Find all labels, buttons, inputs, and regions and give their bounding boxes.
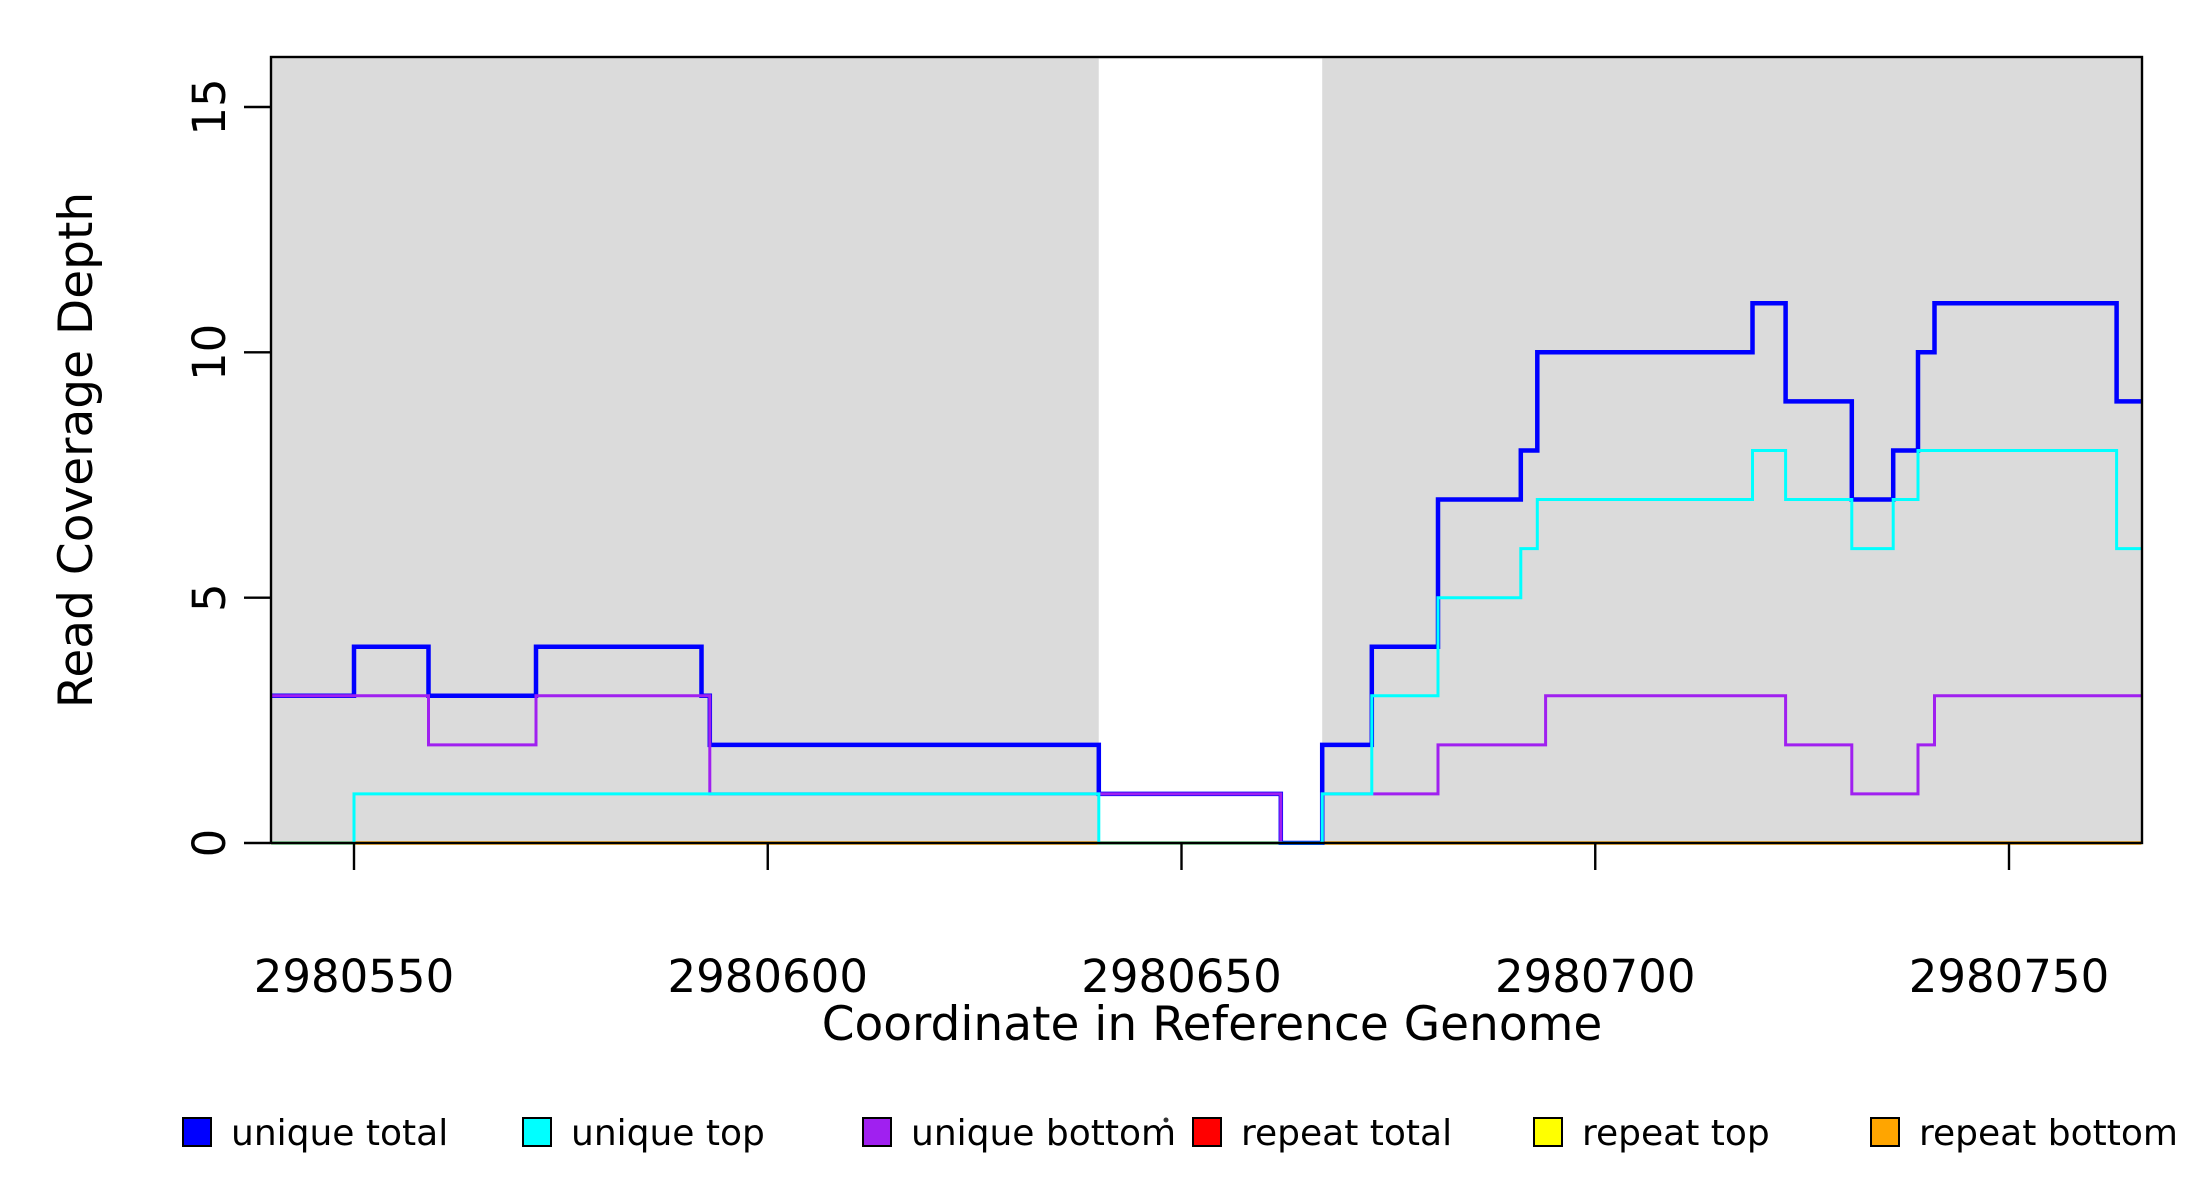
plot-background-layer — [271, 57, 2142, 843]
y-axis-tick-label: 0 — [183, 829, 236, 858]
legend-item-repeat-total: repeat total — [1192, 1113, 1452, 1154]
legend-label: repeat total — [1241, 1113, 1452, 1154]
legend-item-repeat-top: repeat top — [1533, 1113, 1770, 1154]
axis-tick-layer: 2980550 2980600 2980650 2980700 2980750 0 5 10 1… — [183, 78, 2109, 1003]
legend-label: unique bottom — [911, 1113, 1176, 1154]
x-axis-tick-label: 2980550 — [254, 950, 454, 1003]
x-axis-tick-label: 2980700 — [1495, 950, 1695, 1003]
series-line-unique-bottom — [271, 694, 2142, 845]
legend-swatch-repeat-bottom — [1870, 1117, 1900, 1147]
x-axis-tick-label: 2980600 — [668, 950, 868, 1003]
legend-swatch-unique-bottom — [862, 1117, 892, 1147]
legend-swatch-repeat-total — [1192, 1117, 1222, 1147]
legend-label: unique top — [571, 1113, 765, 1154]
legend-item-repeat-bottom: repeat bottom — [1870, 1113, 2178, 1154]
y-axis-title: Read Coverage Depth — [49, 192, 104, 708]
x-axis-title: Coordinate in Reference Genome — [822, 997, 1603, 1052]
legend-swatch-unique-total — [182, 1117, 212, 1147]
y-axis-tick-label: 15 — [183, 78, 236, 135]
y-axis-tick-label: 10 — [183, 324, 236, 381]
legend-swatch-repeat-top — [1533, 1117, 1563, 1147]
legend: unique total unique top unique bottom repea… — [182, 1113, 2178, 1154]
x-axis-tick-label: 2980650 — [1081, 950, 1281, 1003]
stray-dot — [1163, 1117, 1169, 1123]
series-line-unique-total — [271, 301, 2142, 845]
legend-label: repeat top — [1582, 1113, 1770, 1154]
plot-frame-layer — [269, 55, 2144, 845]
legend-label: repeat bottom — [1919, 1113, 2178, 1154]
legend-item-unique-bottom: unique bottom — [862, 1113, 1176, 1154]
legend-item-unique-top: unique top — [522, 1113, 765, 1154]
uncovered-gap-region — [1098, 58, 1323, 842]
legend-swatch-unique-top — [522, 1117, 552, 1147]
plot-border-box — [269, 55, 2144, 845]
x-axis-tick-label: 2980750 — [1909, 950, 2109, 1003]
legend-item-unique-total: unique total — [182, 1113, 448, 1154]
y-axis-tick-label: 5 — [183, 583, 236, 612]
legend-label: unique total — [231, 1113, 448, 1154]
